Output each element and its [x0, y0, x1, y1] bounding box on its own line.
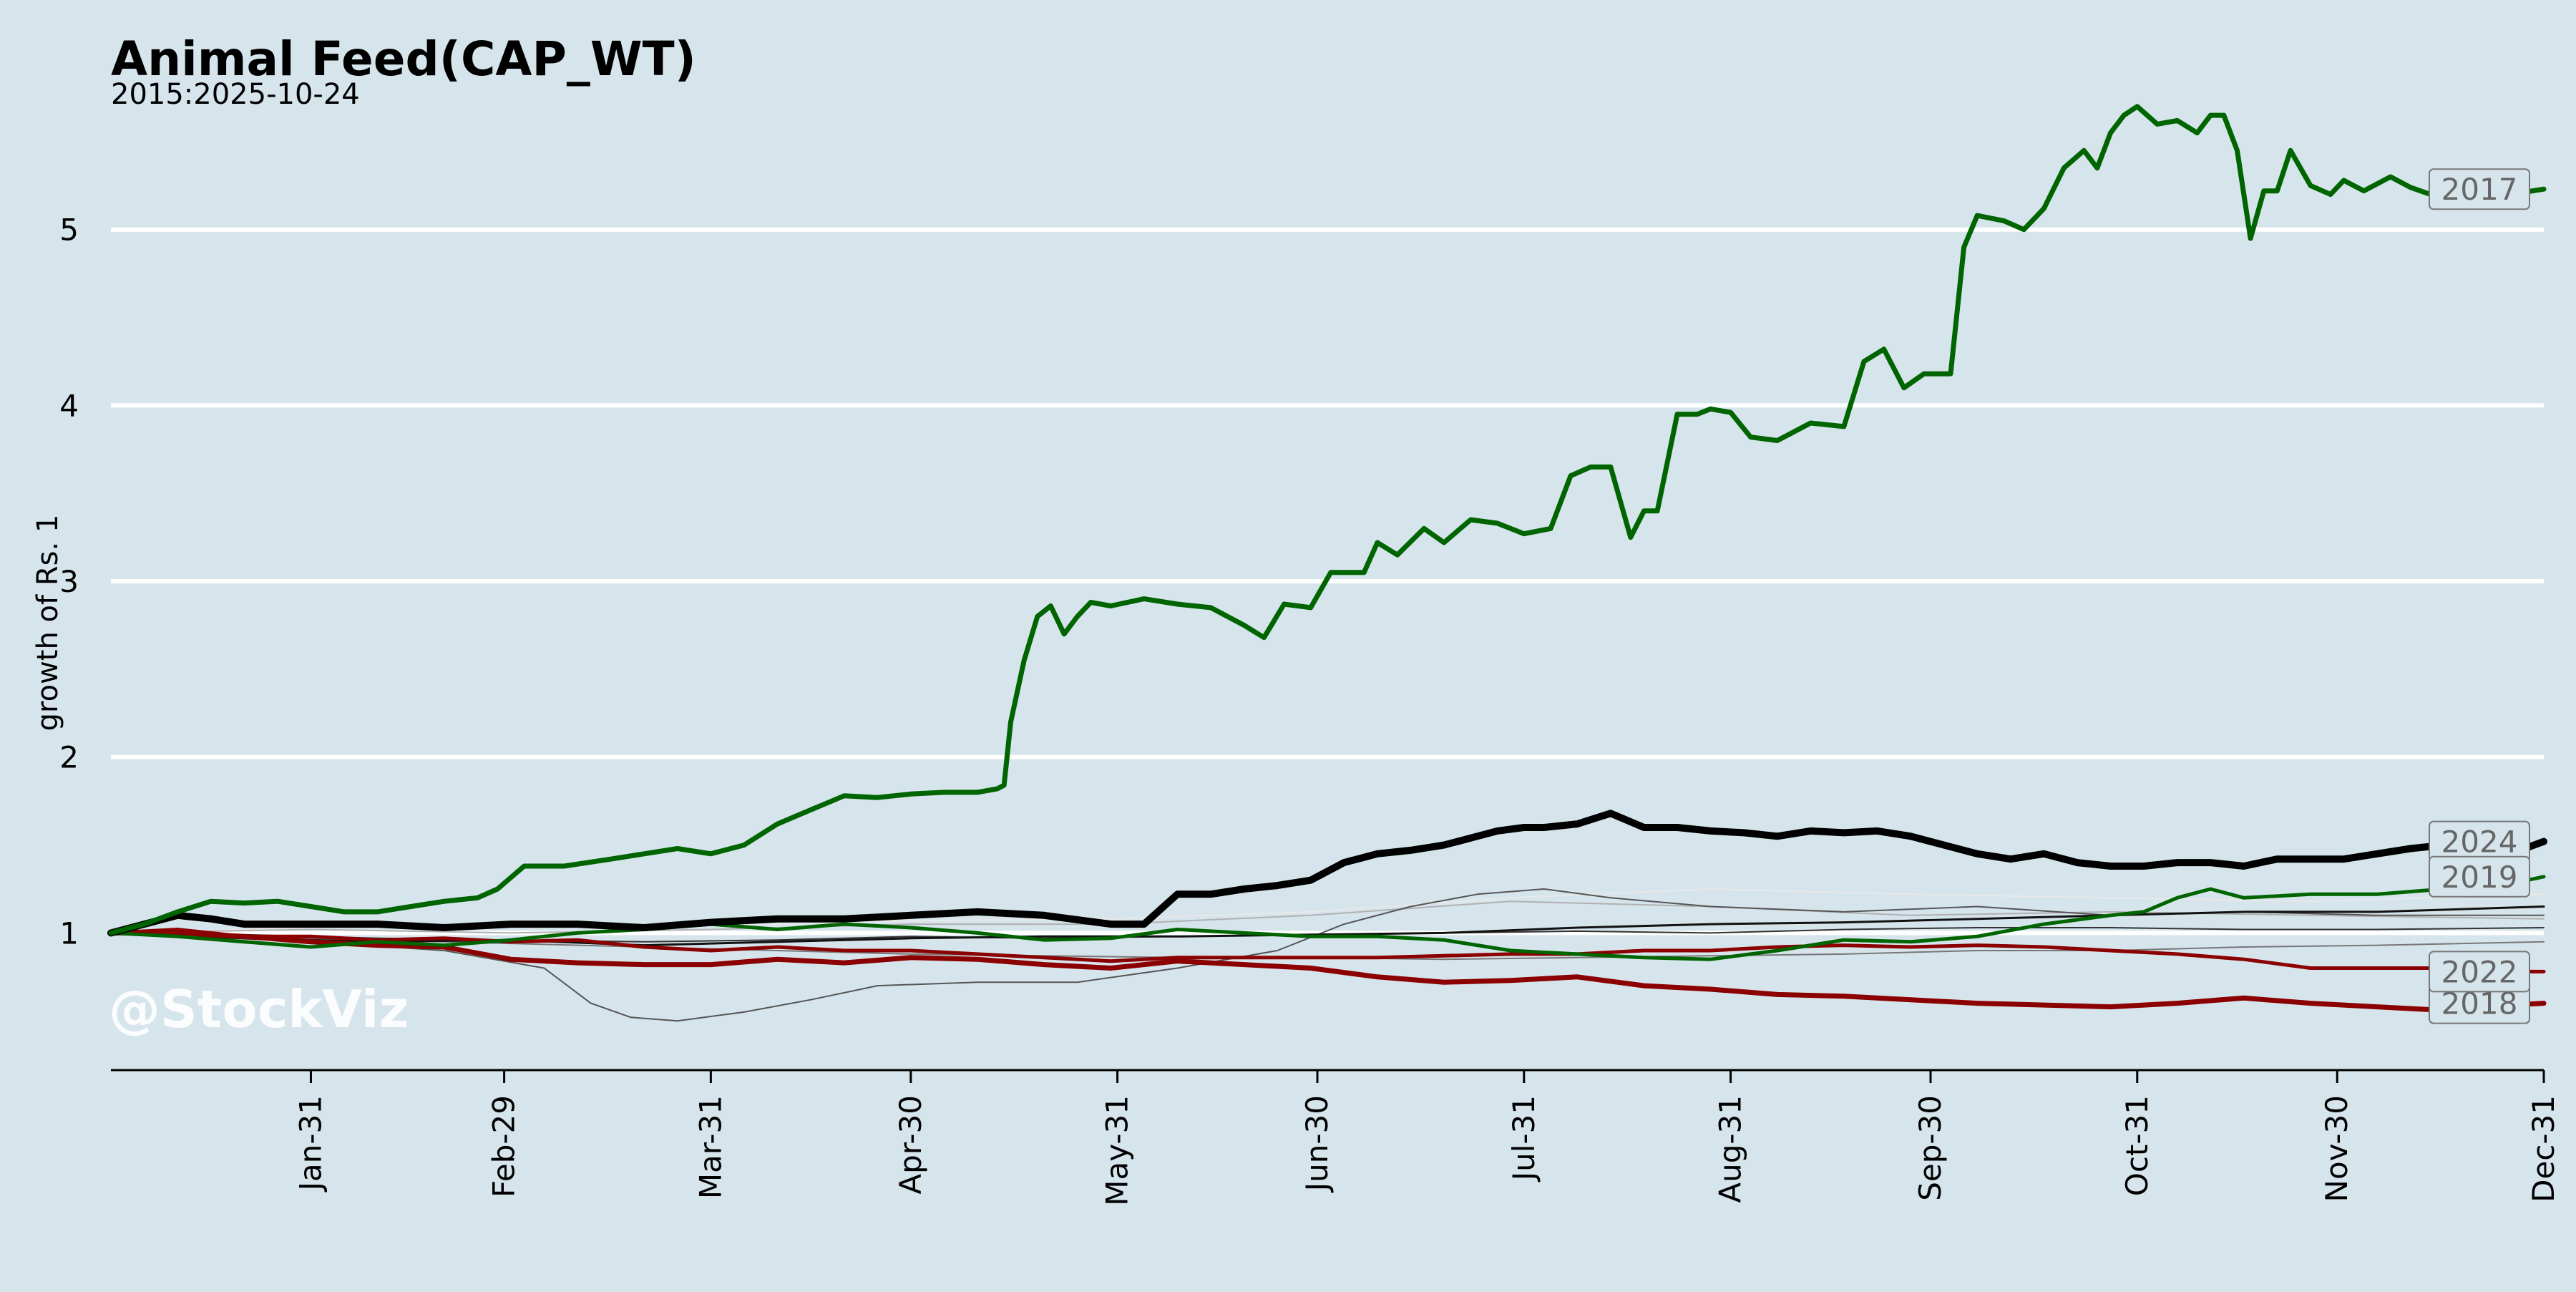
series-line-2019 — [109, 875, 2546, 961]
series-line-2024 — [107, 810, 2547, 937]
y-tick-label: 1 — [59, 915, 79, 951]
x-tick-label: Sep-30 — [1913, 1095, 1948, 1201]
end-label-2022: 2022 — [2441, 954, 2518, 989]
series-line-2022 — [109, 928, 2546, 973]
x-tick-label: Jul-31 — [1506, 1095, 1541, 1182]
axis-layer: Jan-31 Feb-29 Mar-31 Apr-30 May-31 Jun-30 Jul-… — [111, 1069, 2561, 1206]
end-label-2019: 2019 — [2441, 860, 2518, 895]
end-label-2024: 2024 — [2441, 825, 2518, 860]
y-tick-label: 3 — [59, 564, 79, 599]
series-line-2017 — [108, 104, 2547, 936]
end-label-box — [2429, 951, 2530, 993]
chart-title: Animal Feed(CAP_WT) — [111, 31, 696, 87]
series-layer — [107, 104, 2547, 1022]
x-tick-label: Dec-31 — [2526, 1095, 2561, 1203]
x-tick-label: Aug-31 — [1713, 1095, 1748, 1203]
chart-subtitle: 2015:2025-10-24 — [111, 78, 360, 111]
end-label-box — [2429, 855, 2530, 898]
series-line-2018 — [108, 930, 2547, 1013]
y-axis-label: growth of Rs. 1 — [31, 515, 64, 732]
y-tick-label: 4 — [59, 388, 79, 423]
x-tick-label: Mar-31 — [693, 1095, 728, 1199]
x-tick-label: Oct-31 — [2119, 1095, 2155, 1196]
x-tick-label: Nov-30 — [2319, 1095, 2354, 1202]
y-tick-label: 2 — [59, 740, 79, 775]
end-label-2017: 2017 — [2441, 172, 2518, 207]
x-tick-label: Apr-30 — [893, 1095, 928, 1195]
x-tick-label: May-31 — [1100, 1095, 1135, 1206]
x-tick-label: Jan-31 — [293, 1095, 328, 1193]
watermark: @StockViz — [109, 979, 409, 1039]
x-tick-label: Feb-29 — [487, 1095, 522, 1198]
end-label-box — [2429, 168, 2530, 210]
x-tick-label: Jun-30 — [1299, 1095, 1335, 1193]
y-tick-label: 5 — [59, 213, 79, 248]
series-line-s10 — [110, 900, 2545, 934]
